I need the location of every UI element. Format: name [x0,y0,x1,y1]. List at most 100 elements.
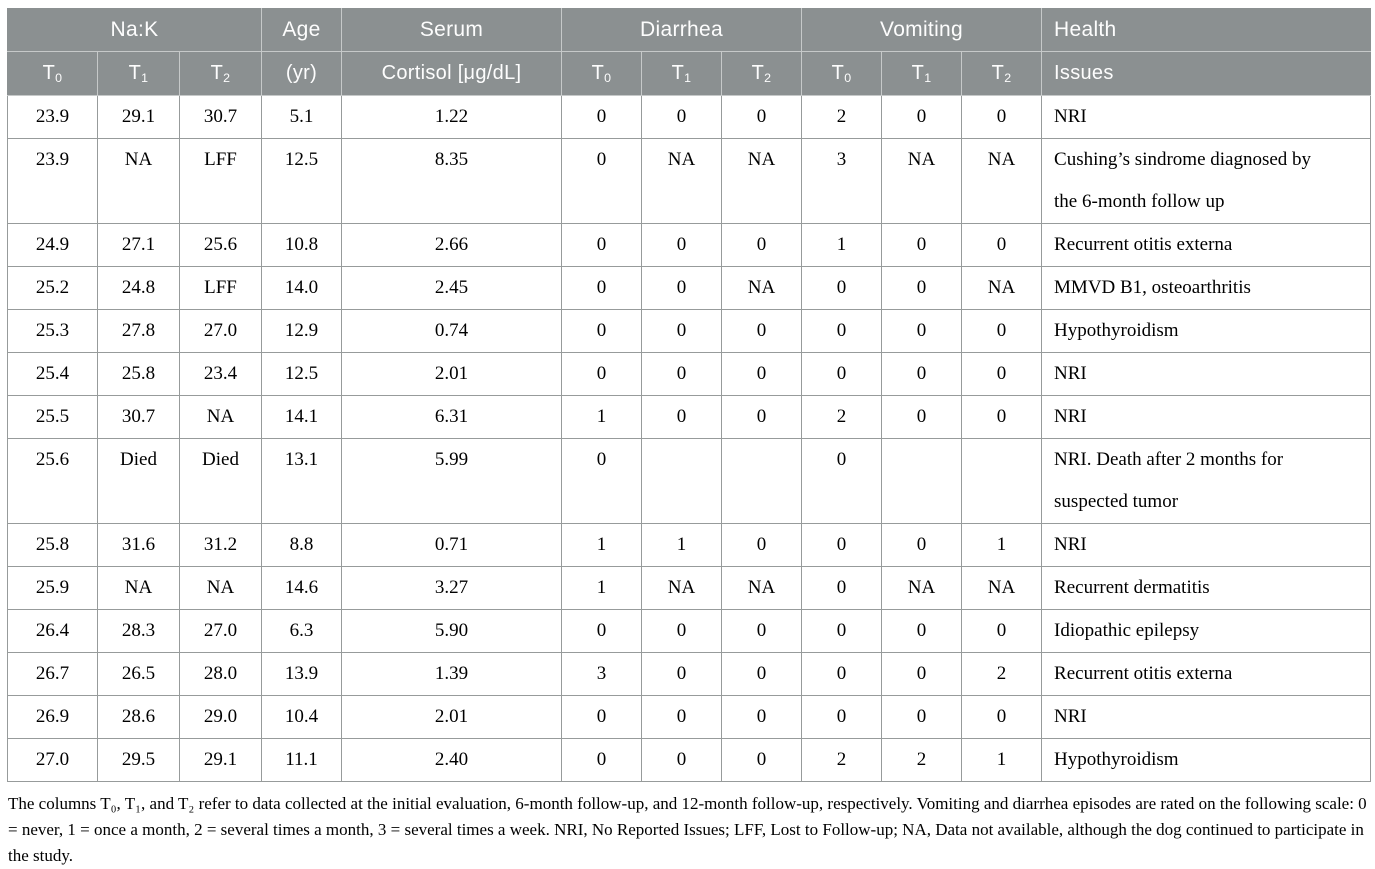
health-issues-cell: NRI [1041,352,1372,396]
value-cell: 3 [561,652,642,696]
value-cell: 2 [881,738,963,782]
value-cell: 1.22 [341,95,562,139]
value-cell: 13.9 [261,652,342,696]
value-cell: 12.9 [261,309,342,353]
health-issues-cell: Recurrent otitis externa [1041,223,1372,267]
value-cell: 25.3 [7,309,98,353]
value-cell: 25.6 [179,223,262,267]
value-cell: 2.01 [341,695,562,739]
value-cell: 0 [720,223,803,267]
value-cell: 31.6 [97,523,180,567]
value-cell: 1 [561,523,642,567]
value-cell: 1.39 [341,652,562,696]
subheader-diarrhea-t2: T2 [720,51,803,96]
subheader-diarrhea-t0: T0 [561,51,642,96]
value-cell: 0.74 [341,309,562,353]
value-cell: 0 [881,652,963,696]
value-cell: NA [961,266,1043,310]
value-cell: 0 [881,695,963,739]
table-row: 24.9 27.1 25.6 10.8 2.66 0 0 0 1 0 0 Recurrent otit… [7,223,1372,267]
table-row: 25.4 25.8 23.4 12.5 2.01 0 0 0 0 0 0 NRI [7,352,1372,396]
value-cell: 0 [561,266,642,310]
value-cell: 25.4 [7,352,98,396]
value-cell: 29.1 [97,95,180,139]
health-issues-cell: Hypothyroidism [1041,738,1372,782]
table-row: 25.5 30.7 NA 14.1 6.31 1 0 0 2 0 0 NRI [7,395,1372,439]
table-row: 23.9 29.1 30.7 5.1 1.22 0 0 0 2 0 0 NRI [7,95,1372,139]
value-cell: 27.1 [97,223,180,267]
subheader-serum-cortisol: Cortisol [μg/dL] [341,51,562,96]
value-cell: 0 [961,695,1043,739]
value-cell: 26.7 [7,652,98,696]
t-subscript: 2 [223,70,231,85]
value-cell: NA [881,566,963,610]
t-label: T [42,62,56,84]
value-cell: 27.8 [97,309,180,353]
value-cell: 0 [561,95,642,139]
value-cell: 10.8 [261,223,342,267]
value-cell: 0 [641,652,722,696]
value-cell: 11.1 [261,738,342,782]
header-sub-row: T0 T1 T2 (yr) Cortisol [μg/dL] T0 T1 T2 … [7,51,1372,96]
data-table: Na:K Age Serum Diarrhea Vomiting Health … [7,8,1372,782]
value-cell: 25.9 [7,566,98,610]
value-cell: NA [179,395,262,439]
value-cell: 0 [641,352,722,396]
value-cell: NA [961,138,1043,224]
subheader-vomiting-t1: T1 [881,51,963,96]
value-cell [881,438,963,524]
t-label: T [128,62,142,84]
health-issues-cell: NRI. Death after 2 months for suspected … [1041,438,1372,524]
value-cell: 0 [561,352,642,396]
t-label: T [210,62,224,84]
value-cell: NA [720,266,803,310]
value-cell: 1 [561,395,642,439]
t-label: T [991,62,1005,84]
value-cell: 1 [641,523,722,567]
value-cell: 26.5 [97,652,180,696]
subheader-nak-t2: T2 [179,51,262,96]
t-subscript: 1 [684,70,692,85]
table-footnote: The columns T₀, T₁, and T₂ refer to data… [8,794,1367,865]
subheader-nak-t0: T0 [7,51,98,96]
t-label: T [831,62,845,84]
value-cell [720,438,803,524]
value-cell: 25.6 [7,438,98,524]
value-cell: 25.8 [97,352,180,396]
value-cell: 14.6 [261,566,342,610]
value-cell: 3.27 [341,566,562,610]
health-issues-cell: NRI [1041,695,1372,739]
value-cell: 0 [801,266,883,310]
value-cell: NA [641,138,722,224]
health-issues-cell: NRI [1041,523,1372,567]
value-cell: 0 [561,138,642,224]
value-cell: NA [97,138,180,224]
value-cell: 0 [720,652,803,696]
value-cell: 0 [801,695,883,739]
value-cell: 8.8 [261,523,342,567]
value-cell [961,438,1043,524]
value-cell: 23.9 [7,138,98,224]
value-cell: 0 [641,395,722,439]
value-cell: 24.9 [7,223,98,267]
value-cell: 23.9 [7,95,98,139]
value-cell: 5.1 [261,95,342,139]
value-cell: 5.90 [341,609,562,653]
value-cell: 0 [641,609,722,653]
value-cell: 2 [801,395,883,439]
table-row: 26.9 28.6 29.0 10.4 2.01 0 0 0 0 0 0 NRI [7,695,1372,739]
value-cell: 0 [881,395,963,439]
value-cell: 2 [801,738,883,782]
value-cell: 0 [720,695,803,739]
value-cell: 1 [961,523,1043,567]
value-cell: 1 [561,566,642,610]
health-issues-cell: Cushing’s sindrome diagnosed by the 6-mo… [1041,138,1372,224]
value-cell: 0 [720,609,803,653]
table-row: 26.7 26.5 28.0 13.9 1.39 3 0 0 0 0 2 Recurrent otit… [7,652,1372,696]
health-issues-cell: NRI [1041,95,1372,139]
value-cell: 0 [561,223,642,267]
value-cell: NA [720,566,803,610]
value-cell: 0 [561,438,642,524]
subheader-vomiting-t2: T2 [961,51,1043,96]
